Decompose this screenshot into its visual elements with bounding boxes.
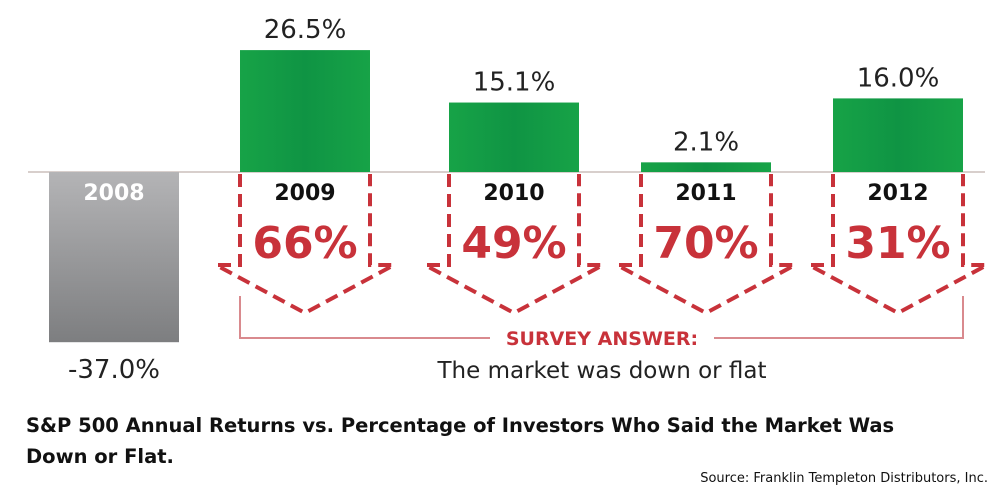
- year-label-2008: 2008: [83, 181, 144, 206]
- year-label-2010: 2010: [483, 181, 544, 206]
- chart-svg: -37.0% 2008 26.5% 2009 66% 15.1% 2010 49% 2.1% 20…: [28, 15, 988, 385]
- survey-arrow-2012: [808, 174, 988, 316]
- survey-label: SURVEY ANSWER:: [506, 328, 698, 350]
- value-label-2008: -37.0%: [68, 355, 160, 385]
- bar-2009: [240, 50, 370, 172]
- value-label-2012: 16.0%: [857, 63, 940, 93]
- survey-value-2012: 31%: [845, 218, 950, 269]
- survey-arrow-2009: [215, 174, 395, 316]
- survey-bracket: [239, 296, 964, 339]
- value-label-2010: 15.1%: [473, 68, 556, 98]
- value-label-2011: 2.1%: [673, 127, 739, 157]
- survey-value-2009: 66%: [252, 218, 357, 269]
- year-label-2011: 2011: [675, 181, 736, 206]
- year-label-2009: 2009: [274, 181, 335, 206]
- bar-2010: [449, 102, 579, 172]
- survey-text: The market was down or flat: [436, 358, 766, 384]
- survey-value-2011: 70%: [653, 218, 758, 269]
- survey-value-2010: 49%: [461, 218, 566, 269]
- bar-2012: [833, 98, 963, 172]
- bar-2008: [49, 172, 179, 343]
- bar-2011: [641, 162, 771, 172]
- value-label-2009: 26.5%: [264, 15, 347, 45]
- year-label-2012: 2012: [867, 181, 928, 206]
- survey-arrow-2010: [424, 174, 604, 316]
- chart-caption: S&P 500 Annual Returns vs. Percentage of…: [26, 414, 895, 468]
- survey-arrow-2011: [616, 174, 796, 316]
- chart-source: Source: Franklin Templeton Distributors,…: [700, 471, 988, 486]
